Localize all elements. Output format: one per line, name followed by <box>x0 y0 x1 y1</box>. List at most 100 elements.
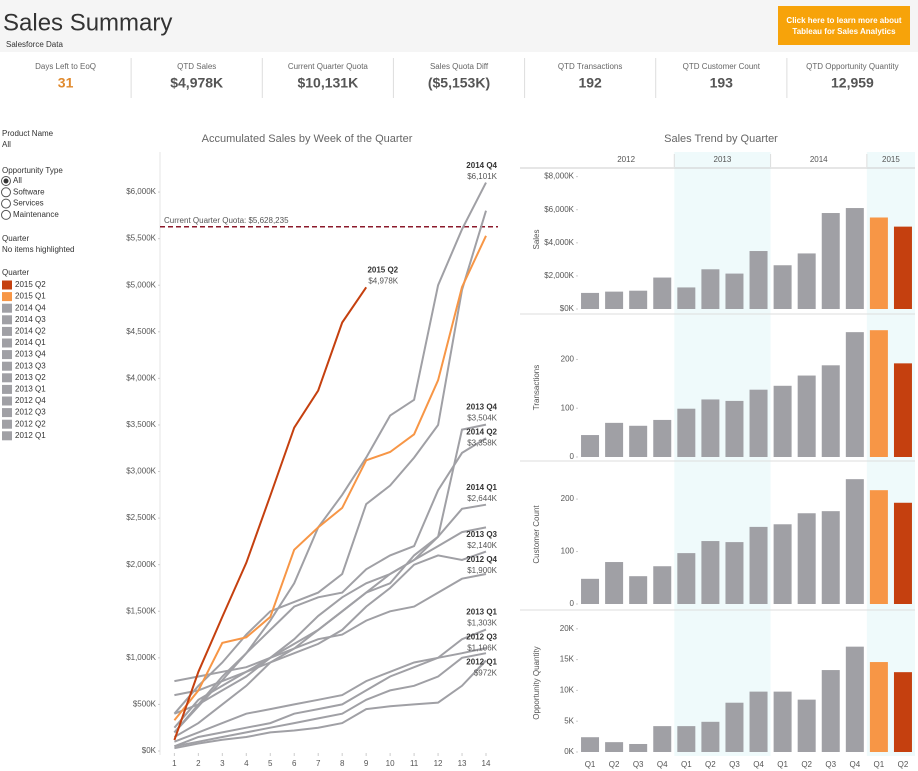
radio-label[interactable]: Software <box>13 187 45 196</box>
x-tick-label: 12 <box>434 759 443 768</box>
radio-button[interactable] <box>1 209 11 220</box>
radio-label[interactable]: All <box>13 176 22 185</box>
series-end-name: 2013 Q3 <box>466 530 497 539</box>
radio-label[interactable]: Services <box>13 199 44 208</box>
kpi-value: 192 <box>578 75 602 91</box>
kpi-label: QTD Opportunity Quantity <box>806 62 898 71</box>
filter-panel: Product Name All Opportunity Type Quarte… <box>1 129 74 441</box>
y-tick-label: 200 <box>561 355 575 364</box>
legend-swatch <box>2 326 12 336</box>
x-tick-label: 5 <box>268 759 273 768</box>
bar <box>749 691 768 752</box>
sales-line <box>174 659 487 750</box>
bar <box>845 646 864 752</box>
bar <box>629 425 648 457</box>
bar <box>821 511 840 604</box>
bar <box>677 726 696 752</box>
y-tick-label: $4,000K <box>544 238 574 247</box>
bar <box>605 422 624 457</box>
bar <box>605 562 624 604</box>
kpi-label: QTD Customer Count <box>683 62 761 71</box>
legend-label: 2014 Q2 <box>15 327 46 336</box>
legend-swatch <box>2 408 12 418</box>
series-end-value: $2,644K <box>467 494 497 503</box>
bar <box>797 513 816 604</box>
sales-line <box>173 235 487 721</box>
y-tick-label: 100 <box>561 547 575 556</box>
bar <box>797 375 816 457</box>
y-tick-label: $1,500K <box>126 606 156 615</box>
series-end-name: 2014 Q1 <box>466 483 497 492</box>
x-tick-label: Q4 <box>753 760 764 769</box>
bar <box>821 670 840 752</box>
kpi-value: 31 <box>58 75 74 91</box>
sales-line <box>174 628 487 748</box>
kpi-label: Sales Quota Diff <box>430 62 489 71</box>
radio-button[interactable] <box>1 198 11 209</box>
bar <box>773 265 792 309</box>
sales-line <box>174 573 487 683</box>
x-tick-label: Q3 <box>633 760 644 769</box>
bar <box>869 217 888 309</box>
legend-swatch <box>2 396 12 406</box>
bar <box>869 490 888 604</box>
bar <box>725 542 744 604</box>
y-tick-label: 0 <box>570 452 575 461</box>
y-tick-label: $3,000K <box>126 467 156 476</box>
legend-label: 2012 Q2 <box>15 419 46 428</box>
radio-button[interactable] <box>1 187 11 198</box>
x-tick-label: 6 <box>292 759 297 768</box>
learn-more-button[interactable]: Click here to learn more about Tableau f… <box>778 6 910 45</box>
y-tick-label: 10K <box>560 686 575 695</box>
x-tick-label: 4 <box>244 759 249 768</box>
y-tick-label: 20K <box>560 624 575 633</box>
legend-title: Quarter <box>2 268 29 277</box>
bar <box>869 662 888 752</box>
bar <box>701 721 720 752</box>
x-tick-label: Q3 <box>729 760 740 769</box>
sales-line <box>173 286 368 741</box>
y-tick-label: $3,500K <box>126 420 156 429</box>
x-tick-label: Q2 <box>898 760 909 769</box>
bar <box>581 292 600 309</box>
kpi-label: QTD Sales <box>177 62 216 71</box>
radio-dot <box>3 178 9 184</box>
legend-swatch <box>2 384 12 394</box>
kpi-label: QTD Transactions <box>558 62 622 71</box>
filter-value[interactable]: All <box>2 140 11 149</box>
legend-label: 2015 Q2 <box>15 280 46 289</box>
x-tick-label: 11 <box>410 759 419 768</box>
x-tick-label: Q4 <box>657 760 668 769</box>
series-end-name: 2012 Q3 <box>466 633 497 642</box>
x-tick-label: 9 <box>364 759 369 768</box>
radio-label[interactable]: Maintenance <box>13 210 59 219</box>
legend-swatch <box>2 280 12 290</box>
series-end-name: 2013 Q4 <box>466 403 497 412</box>
sales-line <box>173 503 487 729</box>
y-tick-label: $0K <box>142 746 157 755</box>
bar <box>749 526 768 604</box>
bar <box>893 502 912 604</box>
kpi-value: 193 <box>710 75 734 91</box>
y-tick-label: $5,000K <box>126 280 156 289</box>
filter-label: Product Name <box>2 129 54 138</box>
bar <box>893 672 912 752</box>
y-tick-label: $500K <box>133 700 157 709</box>
bar <box>581 578 600 604</box>
legend-swatch <box>2 338 12 348</box>
legend-swatch <box>2 350 12 360</box>
bar <box>629 576 648 604</box>
sales-line <box>174 526 487 715</box>
page-title: Sales Summary <box>3 9 172 36</box>
series-end-value: $2,140K <box>467 541 497 550</box>
bar <box>821 365 840 457</box>
bar <box>653 277 672 309</box>
x-tick-label: 10 <box>386 759 395 768</box>
x-tick-label: 14 <box>482 759 491 768</box>
bar <box>845 479 864 604</box>
bar <box>749 389 768 457</box>
bar <box>797 699 816 752</box>
legend-swatch <box>2 292 12 302</box>
sales-line <box>173 182 487 734</box>
